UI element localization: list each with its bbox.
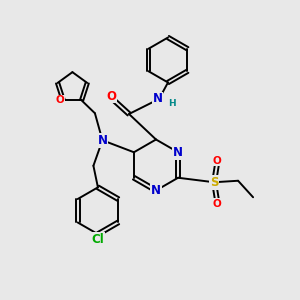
Text: O: O: [213, 156, 221, 166]
Text: O: O: [56, 95, 64, 105]
Text: O: O: [213, 199, 221, 209]
Text: N: N: [151, 184, 161, 197]
Text: N: N: [173, 146, 183, 159]
Text: O: O: [106, 89, 116, 103]
Text: S: S: [210, 176, 218, 189]
Text: N: N: [152, 92, 163, 106]
Text: H: H: [168, 99, 176, 108]
Text: Cl: Cl: [92, 233, 104, 246]
Text: N: N: [98, 134, 107, 147]
